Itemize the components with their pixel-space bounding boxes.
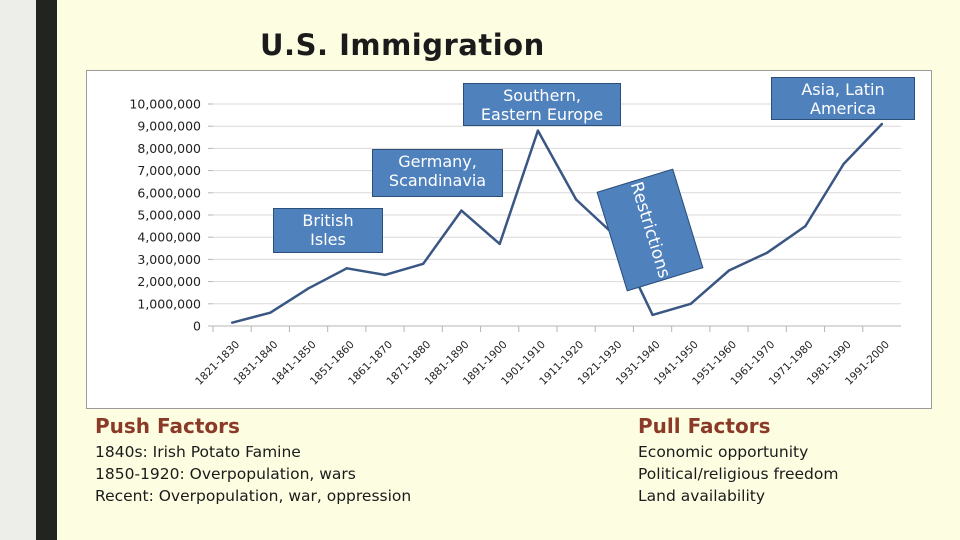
y-tick-label: 4,000,000 bbox=[137, 230, 201, 245]
push-factor-item: Recent: Overpopulation, war, oppression bbox=[95, 487, 412, 505]
callout-asia-latin-america: Asia, Latin America bbox=[771, 77, 915, 120]
y-tick-label: 1,000,000 bbox=[137, 296, 201, 311]
callout-germany-line1: Germany, bbox=[398, 152, 477, 171]
y-tick-label: 9,000,000 bbox=[137, 119, 201, 134]
callout-asia-line2: America bbox=[810, 99, 876, 118]
y-tick-label: 6,000,000 bbox=[137, 185, 201, 200]
y-tick-label: 2,000,000 bbox=[137, 274, 201, 289]
data-point bbox=[766, 251, 769, 254]
left-accent-bar bbox=[36, 0, 57, 540]
slide-title: U.S. Immigration bbox=[260, 28, 545, 62]
series-line bbox=[231, 123, 883, 324]
left-margin bbox=[0, 0, 36, 540]
y-tick-label: 8,000,000 bbox=[137, 141, 201, 156]
callout-british-line1: British bbox=[302, 211, 354, 230]
pull-factor-item: Political/religious freedom bbox=[638, 465, 839, 483]
push-factors-heading: Push Factors bbox=[95, 414, 240, 438]
data-point bbox=[498, 242, 501, 246]
callout-restrictions-label: Restrictions bbox=[625, 179, 675, 281]
data-point bbox=[536, 129, 540, 132]
immigration-chart: 0 1,000,000 2,000,000 3,000,000 4,000,000 5,0… bbox=[86, 70, 932, 409]
callout-british-isles: British Isles bbox=[273, 208, 383, 253]
y-tick-label: 5,000,000 bbox=[137, 208, 201, 223]
data-point bbox=[230, 321, 234, 324]
data-point bbox=[880, 122, 884, 126]
y-tick-label: 3,000,000 bbox=[137, 252, 201, 267]
data-point bbox=[842, 162, 845, 166]
data-point bbox=[804, 224, 807, 228]
callout-southern-eastern-europe: Southern, Eastern Europe bbox=[463, 83, 621, 126]
pull-factors-heading: Pull Factors bbox=[638, 414, 771, 438]
callout-germany-scandinavia: Germany, Scandinavia bbox=[372, 149, 503, 197]
chart-svg: 0 1,000,000 2,000,000 3,000,000 4,000,000 5,0… bbox=[129, 97, 901, 388]
data-point bbox=[383, 273, 387, 277]
callout-british-line2: Isles bbox=[310, 230, 346, 249]
push-factor-item: 1850-1920: Overpopulation, wars bbox=[95, 465, 356, 483]
data-point bbox=[651, 313, 654, 317]
callout-southern-line1: Southern, bbox=[503, 86, 581, 105]
pull-factors: Pull Factors Economic opportunity Politi… bbox=[638, 414, 838, 507]
y-tick-label: 7,000,000 bbox=[137, 163, 201, 178]
pull-factor-item: Land availability bbox=[638, 487, 766, 505]
data-point bbox=[269, 311, 272, 314]
callout-germany-line2: Scandinavia bbox=[388, 171, 487, 190]
data-point bbox=[460, 209, 463, 212]
data-point bbox=[345, 267, 348, 270]
push-factor-item: 1840s: Irish Potato Famine bbox=[95, 443, 301, 461]
data-point bbox=[727, 269, 731, 272]
data-point bbox=[689, 302, 692, 305]
callout-southern-line2: Eastern Europe bbox=[480, 105, 604, 124]
push-factors: Push Factors 1840s: Irish Potato Famine … bbox=[95, 414, 411, 507]
data-point bbox=[422, 262, 425, 266]
data-point bbox=[307, 287, 310, 290]
y-tick-label: 10,000,000 bbox=[129, 97, 201, 112]
data-point bbox=[574, 198, 578, 201]
pull-factor-item: Economic opportunity bbox=[638, 443, 809, 461]
y-tick-label: 0 bbox=[193, 319, 201, 334]
callout-asia-line1: Asia, Latin bbox=[801, 80, 885, 99]
